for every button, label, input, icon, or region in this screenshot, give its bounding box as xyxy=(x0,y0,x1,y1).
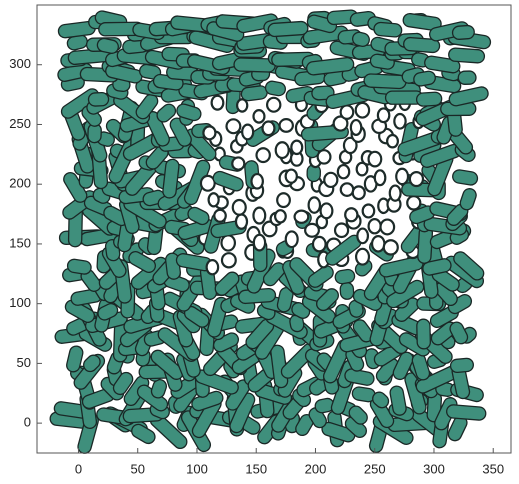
ring xyxy=(390,186,401,201)
ring xyxy=(257,148,270,162)
ring xyxy=(338,165,349,178)
ring xyxy=(341,183,354,196)
ring xyxy=(253,110,264,123)
ring xyxy=(369,152,382,167)
ring xyxy=(233,200,246,215)
ring xyxy=(295,211,309,223)
capsule xyxy=(264,80,286,97)
capsule-layer xyxy=(49,10,491,455)
ring xyxy=(375,170,386,185)
capsule xyxy=(334,269,355,285)
x-tick-label: 150 xyxy=(245,461,267,476)
y-tick-label: 250 xyxy=(9,116,31,131)
capsule xyxy=(417,319,431,349)
ring xyxy=(276,142,289,158)
ring xyxy=(410,172,423,186)
y-tick-label: 50 xyxy=(17,355,31,370)
ring xyxy=(214,210,225,222)
ring xyxy=(369,219,381,233)
ring xyxy=(321,203,333,218)
ring xyxy=(236,215,247,229)
ring xyxy=(341,105,354,119)
ring xyxy=(318,150,331,163)
capsule xyxy=(452,169,479,186)
x-tick-label: 300 xyxy=(423,461,445,476)
ring xyxy=(207,260,219,274)
ring xyxy=(384,240,398,254)
capsule xyxy=(373,22,402,37)
ring xyxy=(407,196,420,209)
ring xyxy=(394,114,405,129)
ring xyxy=(222,253,236,267)
chart: 0 50 100 150 200 250 300 350 0 50 100 150 200 250 300 xyxy=(0,0,519,484)
ring xyxy=(345,208,357,221)
ring xyxy=(275,210,286,222)
ring xyxy=(242,125,253,140)
ring xyxy=(372,236,384,251)
y-tick-label: 300 xyxy=(9,56,31,71)
x-tick-label: 200 xyxy=(305,461,327,476)
ring xyxy=(291,141,302,154)
ring xyxy=(286,231,298,247)
ring xyxy=(381,220,395,235)
capsule xyxy=(416,92,442,107)
ring xyxy=(356,103,369,118)
ring xyxy=(363,204,375,217)
ring xyxy=(237,99,247,111)
capsule xyxy=(446,404,486,420)
y-tick-label: 200 xyxy=(9,176,31,191)
ring xyxy=(277,193,290,207)
ring xyxy=(280,119,293,132)
ring xyxy=(324,173,337,187)
x-tick-label: 250 xyxy=(364,461,386,476)
ring xyxy=(254,235,265,251)
y-tick-label: 150 xyxy=(9,235,31,250)
ring xyxy=(251,174,262,188)
capsule xyxy=(340,282,354,300)
ring xyxy=(309,197,320,212)
ring xyxy=(221,235,234,250)
capsule xyxy=(364,74,406,89)
ring xyxy=(286,170,297,183)
ring xyxy=(263,121,275,135)
ring xyxy=(209,193,219,206)
capsule xyxy=(268,21,309,37)
x-tick-label: 0 xyxy=(75,461,82,476)
ring xyxy=(267,98,280,112)
ring xyxy=(335,223,348,237)
capsule xyxy=(450,358,474,373)
ring xyxy=(203,126,215,139)
ring xyxy=(357,229,368,244)
capsule xyxy=(459,187,478,212)
capsule xyxy=(458,71,476,85)
y-tick-label: 100 xyxy=(9,295,31,310)
ring xyxy=(232,157,244,169)
ring xyxy=(396,169,408,184)
ring xyxy=(212,96,224,110)
ring xyxy=(227,119,241,133)
ring xyxy=(353,186,365,199)
ring xyxy=(253,208,265,224)
ring xyxy=(351,120,361,135)
capsule xyxy=(448,48,485,64)
x-tick-label: 100 xyxy=(186,461,208,476)
capsule xyxy=(88,92,109,106)
ring xyxy=(313,237,326,252)
x-tick-label: 350 xyxy=(482,461,504,476)
x-tick-label: 50 xyxy=(130,461,144,476)
ring xyxy=(356,249,369,265)
ring xyxy=(387,135,398,147)
y-tick-label: 0 xyxy=(24,415,31,430)
capsule xyxy=(452,25,475,40)
